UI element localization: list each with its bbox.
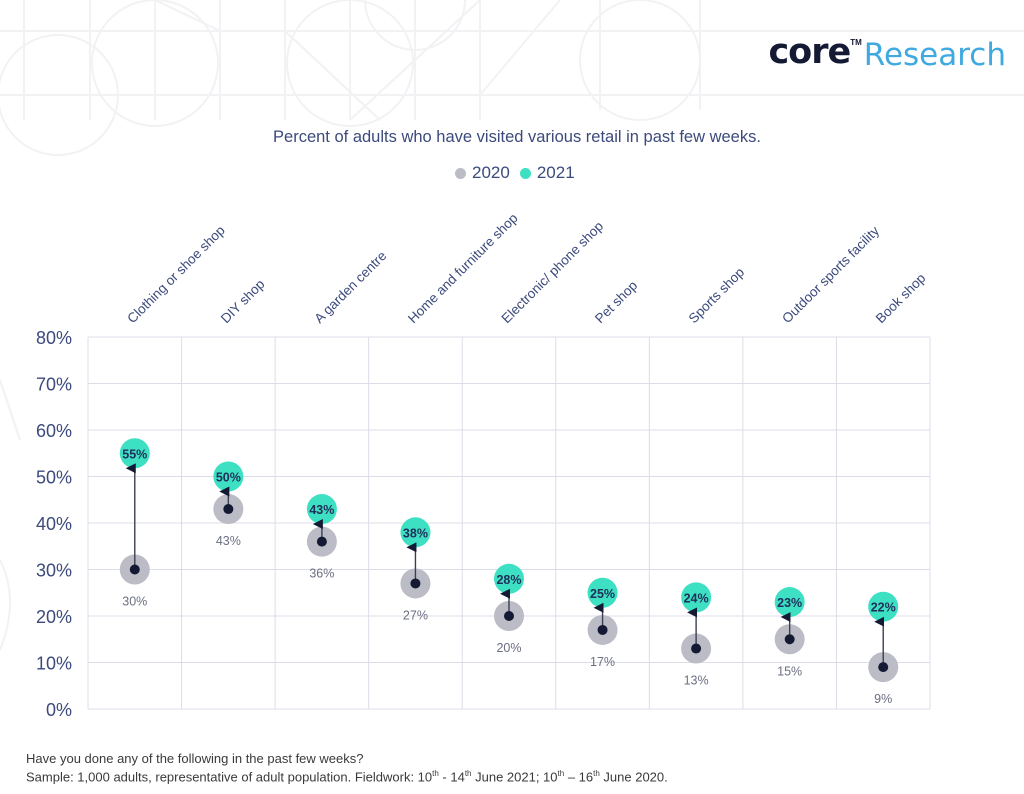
marker-2021 [868, 591, 899, 622]
data-point-group: 28% 20% [494, 563, 524, 655]
x-category-label: Sports shop [686, 265, 748, 327]
data-point-group: 22% 9% [868, 591, 899, 706]
x-category-label: DIY shop [218, 276, 268, 326]
marker-2020-center [597, 624, 608, 635]
data-point-group: 55% 30% [119, 438, 150, 609]
x-category-label: Electronic/ phone shop [499, 218, 607, 326]
x-category-label: Pet shop [592, 278, 640, 326]
data-label-2020: 17% [590, 655, 615, 669]
legend-item-2021: 2021 [519, 163, 575, 183]
data-point-group: 50% 43% [213, 461, 244, 548]
data-point-group: 23% 15% [774, 587, 805, 678]
data-label-2020: 20% [496, 641, 521, 655]
marker-2020-center [504, 611, 514, 621]
data-label-2020: 9% [874, 692, 892, 706]
marker-2020-center [784, 634, 795, 645]
legend-swatch-2021 [519, 167, 531, 179]
data-label-2020: 27% [403, 608, 428, 622]
core-research-logo: core TM Research [768, 32, 1006, 77]
footnote-sample-text: – 16 [564, 769, 594, 785]
data-label-2020: 36% [309, 567, 334, 581]
data-label-2021: 55% [122, 447, 147, 461]
footnote-sup: th [557, 769, 565, 778]
footnote-sample-text: June 2020. [599, 769, 668, 785]
data-label-2021: 22% [871, 601, 896, 615]
y-tick-label: 80% [36, 328, 72, 348]
y-tick-label: 70% [36, 375, 72, 395]
data-point-group: 25% 17% [587, 577, 618, 669]
marker-2021 [213, 461, 244, 492]
data-label-2021: 24% [684, 591, 709, 605]
chart-plot: 0% 10% 20% 30% 40% 50% 60% 70% 80% Clothing or s… [36, 210, 931, 720]
logo-trademark: TM [850, 38, 862, 47]
y-tick-label: 10% [36, 654, 72, 674]
marker-2020-center [316, 536, 327, 547]
data-label-2020: 43% [216, 534, 241, 548]
marker-2021 [119, 438, 150, 469]
data-label-2020: 15% [777, 664, 802, 678]
marker-2020-center [410, 578, 421, 589]
marker-2021 [587, 577, 618, 608]
x-category-label: A garden centre [311, 248, 389, 326]
marker-2021 [774, 587, 805, 618]
data-label-2021: 28% [496, 573, 521, 587]
x-category-label: Clothing or shoe shop [124, 223, 227, 326]
y-tick-label: 40% [36, 514, 72, 534]
footnote-sample-text: - 14 [438, 769, 465, 785]
logo-core-text: core [768, 32, 851, 72]
marker-2020-center [223, 504, 234, 515]
legend-swatch-2020 [455, 167, 466, 179]
x-category-label: Book shop [873, 270, 929, 326]
marker-2020-center [691, 643, 702, 654]
chart-title: Percent of adults who have visited vario… [273, 128, 761, 146]
marker-2021 [494, 563, 524, 594]
marker-2021 [681, 582, 712, 613]
marker-2021 [306, 494, 337, 525]
x-category-label: Home and furniture shop [405, 210, 521, 326]
data-point-group: 24% 13% [681, 582, 712, 688]
data-label-2021: 25% [590, 587, 615, 601]
data-label-2021: 43% [309, 503, 334, 517]
legend-label-2021: 2021 [536, 163, 575, 182]
marker-2021 [400, 517, 431, 548]
marker-2020-center [129, 564, 140, 575]
logo-research-text: Research [863, 37, 1006, 73]
footnote-sample: Sample: 1,000 adults, representative of … [26, 769, 668, 784]
data-label-2020: 30% [122, 595, 147, 609]
footnote-sup: th [464, 769, 472, 778]
legend-item-2020: 2020 [455, 163, 510, 183]
data-point-group: 43% 36% [306, 494, 337, 581]
footnote-question: Have you done any of the following in th… [26, 751, 364, 766]
data-label-2021: 23% [777, 596, 802, 610]
legend-label-2020: 2020 [472, 163, 510, 182]
marker-2020-center [878, 662, 889, 673]
footnote-sample-text: Sample: 1,000 adults, representative of … [26, 769, 433, 785]
y-tick-label: 0% [46, 700, 72, 720]
footnote-sup: th [432, 769, 439, 778]
data-point-group: 38% 27% [400, 517, 431, 622]
y-tick-label: 50% [36, 468, 72, 488]
chart-legend: 2020 2021 [455, 163, 585, 183]
y-tick-label: 20% [36, 607, 72, 627]
data-label-2020: 13% [684, 674, 709, 688]
y-tick-label: 60% [36, 421, 72, 441]
x-category-label: Outdoor sports facility [779, 223, 882, 326]
footnote-sample-text: June 2021; 10 [471, 769, 558, 785]
footnote-sup: th [593, 769, 600, 778]
data-label-2021: 50% [216, 471, 241, 485]
data-label-2021: 38% [403, 526, 428, 540]
y-tick-label: 30% [36, 561, 72, 581]
